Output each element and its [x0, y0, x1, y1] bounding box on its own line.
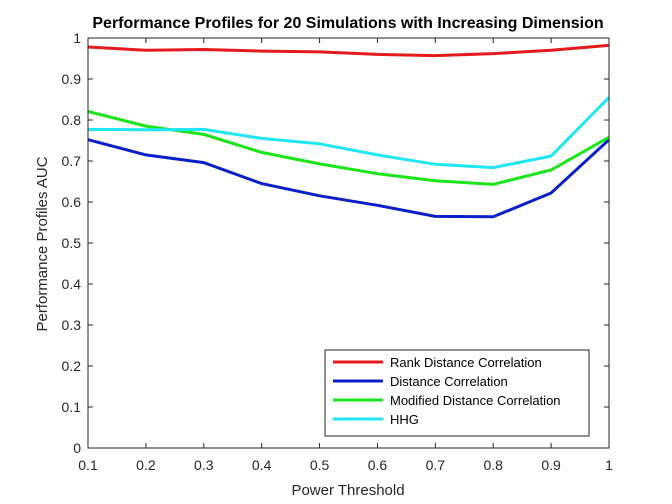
y-tick-label: 0.9 — [62, 71, 82, 87]
chart-title: Performance Profiles for 20 Simulations … — [92, 15, 603, 32]
legend-label: Distance Correlation — [390, 374, 508, 389]
y-axis-label: Performance Profiles AUC — [34, 156, 51, 331]
legend-label: Modified Distance Correlation — [390, 393, 561, 408]
y-tick-label: 0.2 — [62, 358, 82, 374]
legend: Rank Distance Correlation Distance Correl… — [324, 349, 590, 437]
x-tick-label: 0.4 — [252, 457, 272, 473]
y-tick-label: 1 — [73, 30, 81, 46]
y-tick-label: 0.7 — [62, 153, 82, 169]
x-axis-label: Power Threshold — [291, 482, 404, 499]
y-tick-label: 0.1 — [62, 399, 82, 415]
x-tick-label: 0.6 — [368, 457, 388, 473]
y-tick-label: 0.5 — [62, 235, 82, 251]
x-tick-label: 0.9 — [541, 457, 561, 473]
y-tick-label: 0.6 — [62, 194, 82, 210]
y-tick-label: 0 — [73, 440, 81, 456]
series-line-hhg — [87, 96, 611, 170]
y-tick-label: 0.4 — [62, 276, 82, 292]
series-line-distance-correlation — [87, 138, 611, 219]
legend-label: Rank Distance Correlation — [390, 355, 542, 370]
y-tick-label: 0.8 — [62, 112, 82, 128]
legend-box — [324, 349, 590, 437]
x-tick-label: 0.5 — [310, 457, 330, 473]
x-tick-label: 0.7 — [426, 457, 446, 473]
x-tick-label: 0.2 — [136, 457, 156, 473]
legend-label: HHG — [390, 412, 419, 427]
y-tick-label: 0.3 — [62, 317, 82, 333]
x-tick-label: 0.3 — [194, 457, 214, 473]
series-line-rank-distance-correlation — [87, 43, 610, 58]
x-tick-label: 0.1 — [78, 457, 98, 473]
x-tick-label: 1 — [605, 457, 613, 473]
axes-frame — [87, 37, 610, 449]
x-tick-label: 0.8 — [483, 457, 503, 473]
